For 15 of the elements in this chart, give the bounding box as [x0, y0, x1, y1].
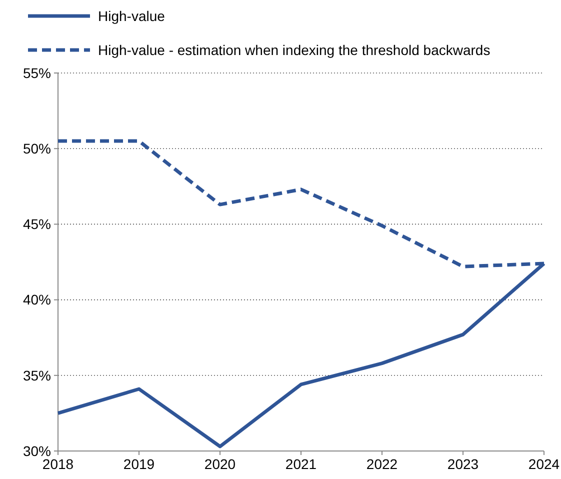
y-tick-label: 40%: [22, 292, 51, 308]
x-tick-label: 2018: [42, 456, 74, 472]
x-tick-label: 2023: [447, 456, 479, 472]
y-tick-label: 50%: [22, 140, 51, 156]
x-tick-label: 2020: [204, 456, 236, 472]
y-tick-label: 30%: [22, 442, 51, 459]
x-tick-label: 2022: [366, 456, 398, 472]
y-tick-label: 35%: [22, 367, 51, 384]
x-tick-label: 2024: [528, 456, 560, 472]
x-tick-label: 2019: [123, 456, 155, 472]
legend-label: High-value - estimation when indexing the threshold backwards: [98, 42, 490, 58]
x-tick-label: 2021: [285, 456, 317, 472]
y-tick-label: 55%: [22, 64, 51, 81]
y-tick-label: 45%: [22, 216, 51, 232]
legend-label: High-value: [98, 8, 166, 24]
